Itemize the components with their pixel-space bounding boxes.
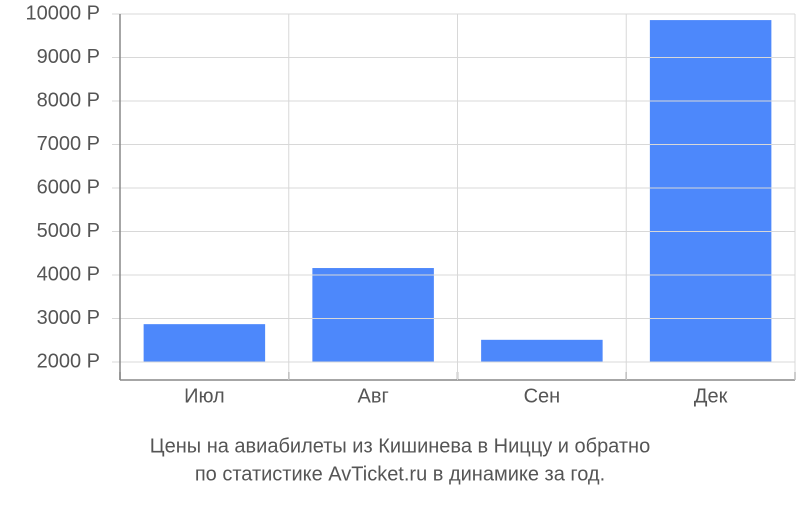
bar bbox=[481, 339, 603, 362]
y-tick-label: 7000 Р bbox=[37, 133, 100, 155]
y-tick-label: 3000 Р bbox=[37, 307, 100, 329]
x-tick-label: Авг bbox=[357, 385, 388, 407]
caption-line: по статистике AvTicket.ru в динамике за … bbox=[195, 463, 605, 485]
y-tick-label: 5000 Р bbox=[37, 220, 100, 242]
bar bbox=[143, 324, 266, 362]
y-tick-label: 2000 Р bbox=[37, 350, 100, 372]
x-tick-label: Июл bbox=[184, 385, 225, 407]
y-tick-label: 6000 Р bbox=[37, 176, 100, 198]
y-tick-label: 8000 Р bbox=[37, 89, 100, 111]
caption-line: Цены на авиабилеты из Кишинева в Ниццу и… bbox=[150, 435, 650, 457]
y-tick-label: 10000 Р bbox=[25, 2, 100, 24]
bar bbox=[312, 268, 434, 362]
x-tick-label: Сен bbox=[524, 385, 561, 407]
bar bbox=[649, 20, 772, 363]
y-tick-label: 9000 Р bbox=[37, 46, 100, 68]
y-tick-label: 4000 Р bbox=[37, 263, 100, 285]
x-tick-label: Дек bbox=[694, 385, 728, 407]
